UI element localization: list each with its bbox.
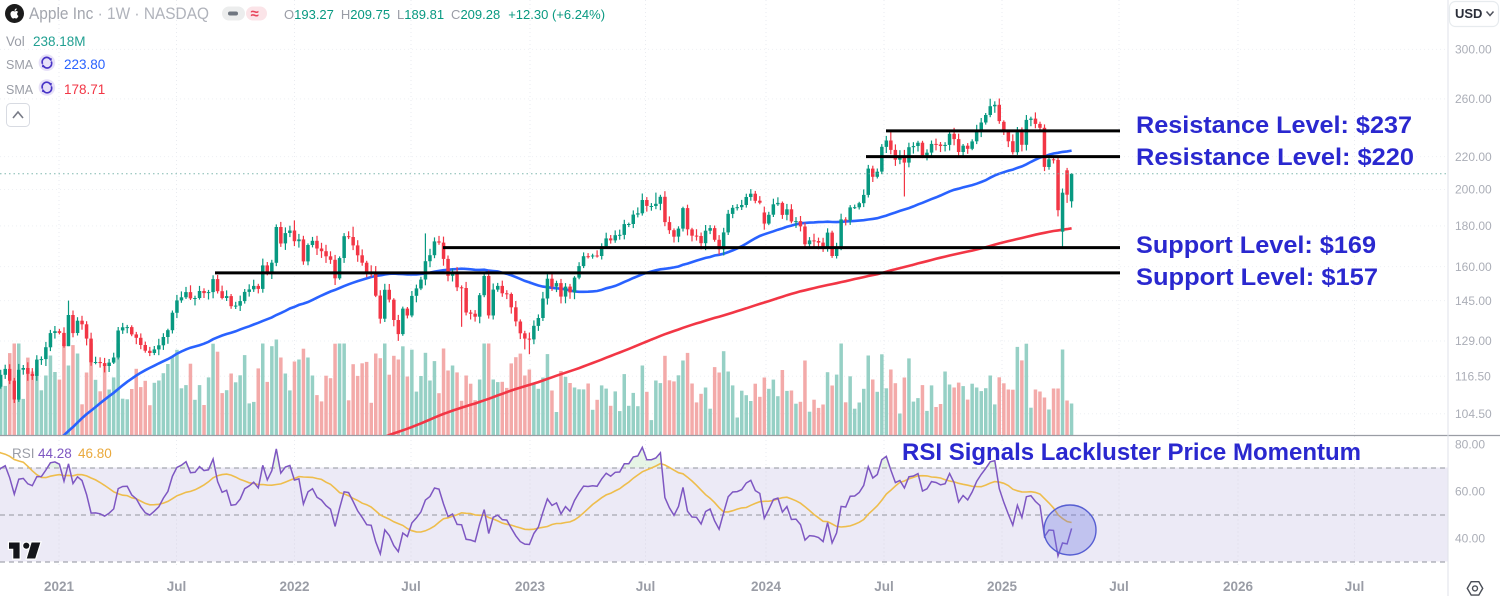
- svg-text:104.50: 104.50: [1455, 407, 1492, 421]
- svg-text:2021: 2021: [44, 579, 75, 594]
- svg-text:260.00: 260.00: [1455, 92, 1492, 106]
- svg-text:Jul: Jul: [1109, 579, 1129, 594]
- svg-text:180.00: 180.00: [1455, 219, 1492, 233]
- svg-text:116.50: 116.50: [1455, 369, 1491, 383]
- svg-text:145.00: 145.00: [1455, 294, 1492, 308]
- svg-text:2025: 2025: [987, 579, 1018, 594]
- svg-text:44.28: 44.28: [38, 446, 72, 461]
- svg-text:2022: 2022: [279, 579, 309, 594]
- svg-text:Resistance Level: $220: Resistance Level: $220: [1136, 144, 1414, 171]
- svg-text:178.71: 178.71: [64, 82, 105, 97]
- svg-text:220.00: 220.00: [1455, 150, 1492, 164]
- svg-text:Jul: Jul: [636, 579, 656, 594]
- svg-text:Support Level: $157: Support Level: $157: [1136, 264, 1378, 291]
- svg-text:Vol: Vol: [6, 34, 25, 49]
- svg-text:RSI Signals Lackluster Price M: RSI Signals Lackluster Price Momentum: [902, 439, 1361, 466]
- svg-text:≈: ≈: [251, 6, 259, 23]
- svg-text:2023: 2023: [515, 579, 546, 594]
- svg-text:160.00: 160.00: [1455, 260, 1492, 274]
- svg-text:2026: 2026: [1223, 579, 1254, 594]
- svg-text:USD: USD: [1455, 6, 1482, 21]
- svg-text:Support Level: $169: Support Level: $169: [1136, 232, 1376, 259]
- svg-text:Jul: Jul: [401, 579, 421, 594]
- svg-text:Apple Inc · 1W · NASDAQ: Apple Inc · 1W · NASDAQ: [29, 5, 209, 23]
- svg-text:Resistance Level: $237: Resistance Level: $237: [1136, 112, 1412, 139]
- svg-text:300.00: 300.00: [1455, 43, 1492, 57]
- svg-text:200.00: 200.00: [1455, 183, 1492, 197]
- svg-text:40.00: 40.00: [1455, 532, 1485, 546]
- svg-text:2024: 2024: [751, 579, 782, 594]
- svg-text:SMA: SMA: [6, 58, 34, 72]
- svg-text:223.80: 223.80: [64, 57, 105, 72]
- svg-text:129.00: 129.00: [1455, 334, 1492, 348]
- svg-text:SMA: SMA: [6, 83, 34, 97]
- svg-text:Jul: Jul: [167, 579, 187, 594]
- svg-text:Jul: Jul: [1345, 579, 1365, 594]
- svg-text:80.00: 80.00: [1455, 438, 1485, 452]
- svg-text:Jul: Jul: [874, 579, 894, 594]
- svg-text:60.00: 60.00: [1455, 485, 1485, 499]
- svg-text:238.18M: 238.18M: [33, 34, 86, 49]
- svg-text:46.80: 46.80: [78, 446, 112, 461]
- svg-text:RSI: RSI: [12, 446, 35, 461]
